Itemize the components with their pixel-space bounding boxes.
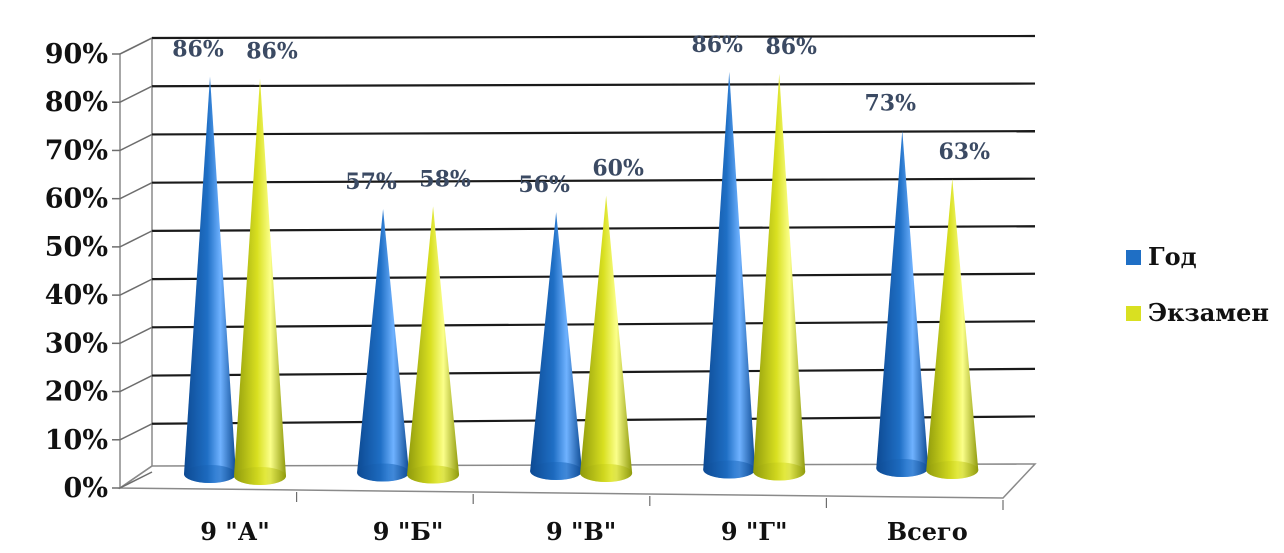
- cone-body: [357, 209, 410, 482]
- legend-swatch: [1126, 306, 1141, 321]
- left-wall: [119, 36, 153, 490]
- cone-base: [530, 462, 583, 480]
- x-axis-ticks: 9 "А" 9 "Б" 9 "В" 9 "Г" Всего: [200, 492, 1004, 546]
- gridline: [151, 272, 1036, 281]
- cone-base: [580, 464, 633, 482]
- y-tick-label-20: 20%: [45, 377, 108, 408]
- cone-body: [234, 78, 286, 485]
- cone-body: [926, 178, 979, 480]
- cone-body: [184, 76, 236, 483]
- y-tick-label-80: 80%: [45, 87, 108, 118]
- cone-body: [530, 212, 583, 480]
- left-wall-gridline: [119, 326, 153, 345]
- cone-body: [703, 71, 756, 479]
- data-label-экзамен-9-г: 86%: [765, 34, 817, 60]
- cone-body: [876, 130, 929, 478]
- cone-body: [407, 206, 460, 484]
- cone-bars: [184, 71, 979, 485]
- cone-body: [753, 73, 806, 481]
- cone-base: [184, 465, 236, 483]
- legend-label: Экзамен: [1148, 298, 1269, 327]
- cone-base: [753, 462, 806, 481]
- gridline: [151, 130, 1036, 136]
- data-labels: 86% 86% 57% 58% 56% 60% 86% 86% 73% 63%: [172, 32, 990, 198]
- cone-экзамен-9-г: [753, 73, 806, 481]
- left-wall-gridline: [119, 423, 153, 441]
- data-label-экзамен-9-б: 58%: [419, 166, 471, 192]
- y-tick-label-70: 70%: [45, 135, 108, 166]
- data-label-экзамен-9-а: 86%: [246, 38, 298, 64]
- cone-год-9-а: [184, 76, 236, 483]
- cone-base: [703, 460, 756, 479]
- x-tick-label-9-г: 9 "Г": [721, 517, 788, 546]
- gridline: [151, 82, 1036, 88]
- data-label-год-9-а: 86%: [172, 36, 224, 62]
- gridline: [151, 177, 1036, 184]
- floor: [117, 463, 1037, 499]
- cone-год-всего: [876, 130, 929, 478]
- y-tick-label-90: 90%: [45, 39, 108, 70]
- cone-экзамен-9-а: [234, 78, 286, 485]
- data-label-год-9-б: 57%: [345, 169, 397, 195]
- x-tick-label-всего: Всего: [887, 517, 968, 546]
- data-label-экзамен-всего: 63%: [939, 139, 991, 165]
- y-tick-label-60: 60%: [45, 184, 108, 215]
- legend-item-год: Год: [1126, 242, 1197, 271]
- y-axis-ticks: 0% 10% 20% 30% 40% 50% 60% 70% 80% 90%: [45, 39, 120, 504]
- data-label-год-9-г: 86%: [691, 32, 743, 58]
- cone-base: [876, 459, 929, 477]
- cone-body: [580, 195, 633, 482]
- legend-item-экзамен: Экзамен: [1126, 298, 1269, 327]
- cone-год-9-б: [357, 209, 410, 482]
- cone-экзамен-9-в: [580, 195, 633, 482]
- y-tick-label-30: 30%: [45, 328, 108, 359]
- left-wall-gridline: [119, 374, 153, 393]
- x-tick-label-9-в: 9 "В": [546, 517, 616, 546]
- cone-экзамен-всего: [926, 178, 979, 480]
- cone-base: [234, 467, 286, 485]
- cone-base: [407, 465, 460, 484]
- left-wall-gridline: [119, 133, 153, 152]
- left-wall-gridline: [119, 37, 153, 55]
- y-tick-label-10: 10%: [45, 425, 108, 456]
- gridline: [151, 34, 1036, 40]
- cone-base: [926, 461, 979, 479]
- left-wall-gridline: [119, 471, 153, 489]
- left-wall-gridline: [119, 278, 153, 296]
- data-label-экзамен-9-в: 60%: [592, 156, 644, 182]
- data-label-год-всего: 73%: [865, 91, 917, 117]
- legend-label: Год: [1148, 242, 1197, 271]
- data-label-год-9-в: 56%: [518, 172, 570, 198]
- gridline: [151, 225, 1036, 232]
- legend-swatch: [1126, 250, 1141, 265]
- cone-год-9-в: [530, 212, 583, 480]
- left-wall-gridline: [119, 181, 153, 200]
- x-tick-label-9-б: 9 "Б": [373, 517, 444, 546]
- left-wall-gridline: [119, 230, 153, 248]
- cone-base: [357, 463, 410, 482]
- y-tick-label-50: 50%: [45, 232, 108, 263]
- y-tick-label-40: 40%: [45, 280, 108, 311]
- y-tick-label-0: 0%: [64, 473, 108, 504]
- x-tick-label-9-а: 9 "А": [200, 517, 270, 546]
- cone-год-9-г: [703, 71, 756, 479]
- left-wall-gridline: [119, 85, 153, 103]
- legend: Год Экзамен: [1126, 242, 1269, 327]
- cone-экзамен-9-б: [407, 206, 460, 484]
